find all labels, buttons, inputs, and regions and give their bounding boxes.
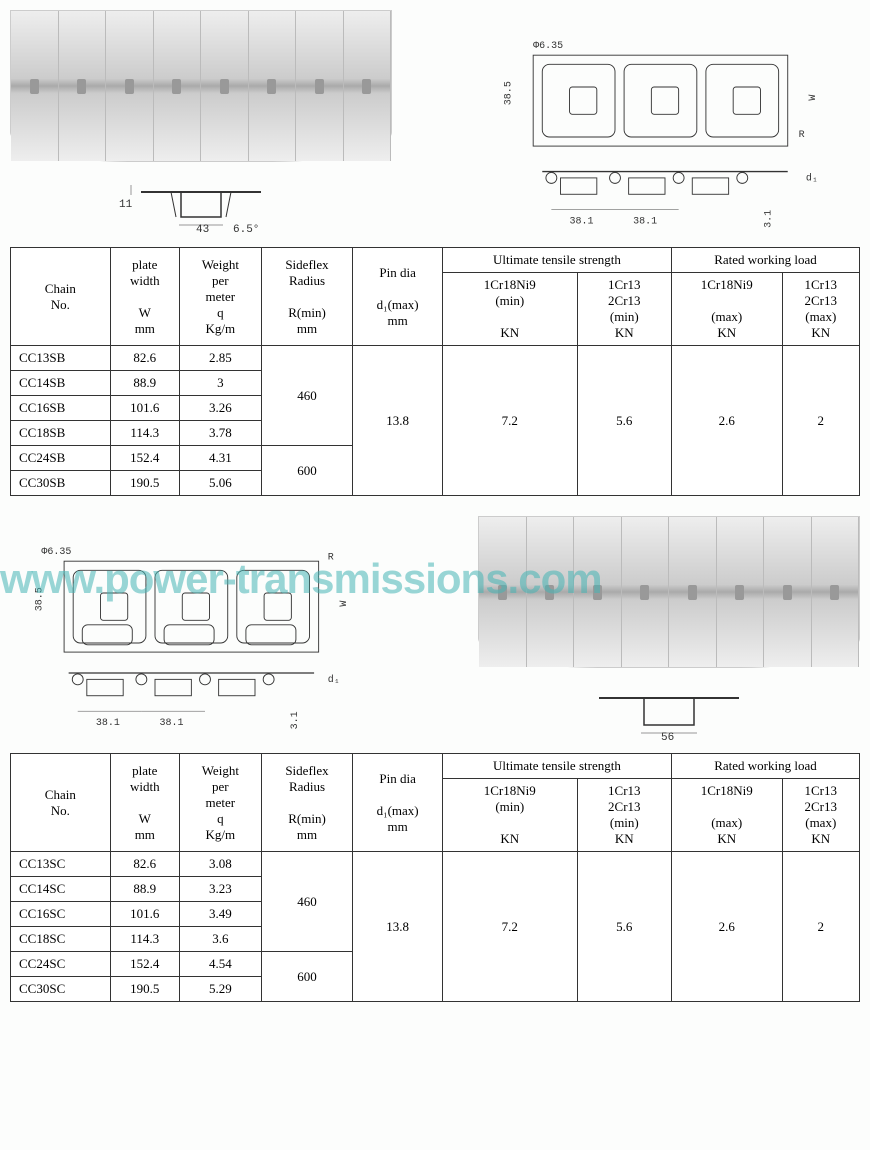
col-sideflex: SideflexRadiusR(min)mm [261,248,353,346]
col-rwl-1: 1Cr18Ni9(max)KN [671,273,782,346]
spec-table-sc: ChainNo. platewidthWmm WeightpermeterqKg… [10,753,860,1002]
col-uts: Ultimate tensile strength [442,248,671,273]
svg-text:W: W [339,601,350,607]
diagram-row-2: Φ6.35 38.5 W R [10,516,860,743]
svg-text:W: W [808,95,819,101]
spec-table-sb: ChainNo. platewidthWmm WeightpermeterqKg… [10,247,860,496]
tech-drawing-1: Φ6.35 38.5 W R d₁ [470,37,860,237]
svg-text:3.1: 3.1 [290,711,301,729]
svg-text:d₁: d₁ [328,674,340,686]
svg-text:38.1: 38.1 [633,216,657,227]
chain-photo-1: 11 43 6.5° [10,10,392,237]
col-plate-width: platewidthWmm [110,248,179,346]
tech-drawing-2: Φ6.35 38.5 W R [10,543,400,743]
cross-section-2: 16.2 56 [569,683,769,743]
diagram-row-1: 11 43 6.5° Φ6.35 38.5 W R [10,10,860,237]
col-uts-2: 1Cr132Cr13(min)KN [577,273,671,346]
svg-text:Φ6.35: Φ6.35 [41,547,71,558]
table-row: CC13SC82.63.0846013.87.25.62.62 [11,852,860,877]
svg-text:3.1: 3.1 [763,210,774,228]
svg-text:38.5: 38.5 [34,587,45,611]
table-row: CC13SB82.62.8546013.87.25.62.62 [11,346,860,371]
svg-text:38.1: 38.1 [160,718,184,729]
col-pindia: Pin diad₁(max)mm [353,248,443,346]
col-rwl-2: 1Cr132Cr13(max)KN [782,273,859,346]
section-sc: Φ6.35 38.5 W R [10,516,860,1002]
chain-photo-2: 16.2 56 [478,516,860,743]
svg-text:11: 11 [119,199,133,211]
svg-text:38.5: 38.5 [503,81,514,105]
cross-section-1: 11 43 6.5° [101,177,301,237]
svg-text:43: 43 [196,224,209,236]
svg-text:6.5°: 6.5° [233,224,259,236]
col-chain-no: ChainNo. [11,248,111,346]
svg-text:Φ6.35: Φ6.35 [533,41,563,52]
col-rwl: Rated working load [671,248,859,273]
col-uts-1: 1Cr18Ni9(min)KN [442,273,577,346]
section-sb: 11 43 6.5° Φ6.35 38.5 W R [10,10,860,496]
svg-text:38.1: 38.1 [96,718,120,729]
col-weight: WeightpermeterqKg/m [179,248,261,346]
svg-text:56: 56 [661,732,674,743]
svg-text:38.1: 38.1 [570,216,594,227]
svg-text:d₁: d₁ [806,173,818,185]
svg-text:16.2: 16.2 [569,689,572,715]
svg-text:R: R [328,552,334,563]
svg-text:R: R [799,130,805,141]
